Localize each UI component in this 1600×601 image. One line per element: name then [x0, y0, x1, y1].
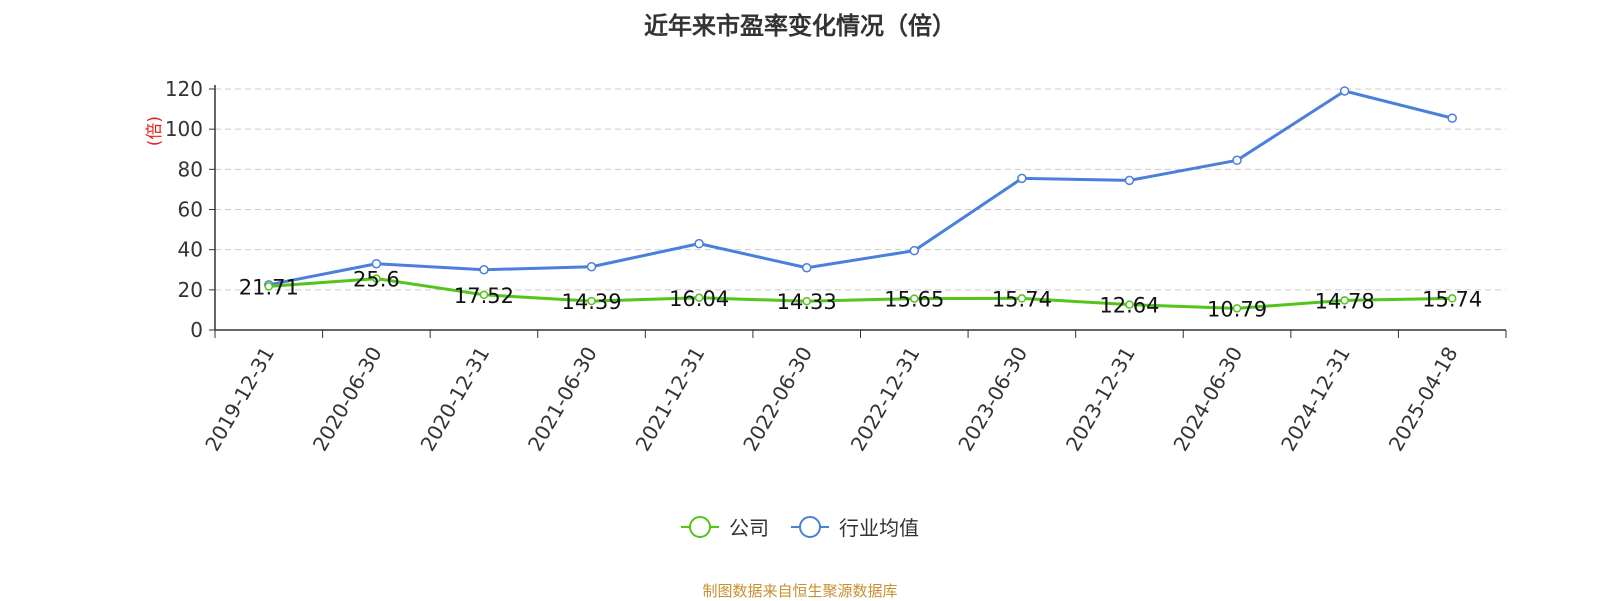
data-label: 15.65 — [884, 288, 944, 312]
x-tick-label: 2020-12-31 — [415, 343, 494, 456]
legend-item-industry-average[interactable]: 行业均值 — [791, 512, 919, 541]
data-point — [909, 245, 920, 256]
x-tick-label: 2024-06-30 — [1168, 343, 1247, 456]
data-point — [694, 293, 704, 303]
x-tick-label: 2021-12-31 — [631, 343, 710, 456]
data-point — [1232, 304, 1242, 313]
legend-marker-company — [681, 515, 719, 538]
series-lines — [264, 86, 1457, 313]
x-tick-label: 2023-06-30 — [953, 343, 1032, 456]
data-point — [1017, 173, 1027, 184]
x-tick-label: 2025-04-18 — [1384, 343, 1463, 456]
data-point — [802, 296, 811, 306]
data-point — [479, 290, 489, 300]
data-label: 15.74 — [1422, 287, 1482, 311]
y-tick-label: 120 — [165, 77, 203, 101]
legend-item-company[interactable]: 公司 — [681, 512, 769, 541]
data-point — [371, 258, 382, 269]
legend-label-company: 公司 — [729, 516, 769, 540]
x-tick-label: 2019-12-31 — [200, 343, 279, 456]
x-tick-label: 2021-06-30 — [523, 343, 602, 456]
data-label: 25.6 — [353, 268, 400, 292]
x-tick-label: 2023-12-31 — [1061, 343, 1140, 456]
data-point — [1447, 294, 1457, 303]
data-label: 16.04 — [669, 287, 729, 311]
data-point — [1017, 294, 1027, 303]
series-company — [264, 274, 1457, 313]
data-label: 17.52 — [454, 284, 514, 308]
data-point — [479, 265, 489, 275]
data-point — [910, 294, 919, 303]
data-labels: 21.71 25.6 17.52 14.39 16.04 14.33 15.65 15.74 1… — [239, 268, 1483, 322]
data-point — [801, 262, 812, 273]
series-line — [268, 89, 1453, 287]
grid-lines — [215, 88, 1506, 291]
y-tick-label: 0 — [190, 318, 203, 342]
data-point — [694, 238, 704, 249]
data-point — [372, 274, 381, 283]
x-tick-label: 2022-12-31 — [846, 343, 925, 456]
data-point — [1232, 155, 1242, 166]
legend-label-industry-average: 行业均值 — [839, 516, 919, 540]
data-label: 12.64 — [1099, 294, 1159, 318]
legend-marker-industry-average — [791, 515, 829, 538]
y-tick-label: 60 — [178, 198, 203, 222]
data-point — [586, 261, 597, 272]
y-tick-label: 80 — [178, 157, 203, 181]
y-tick-label: 100 — [165, 117, 203, 141]
data-label: 10.79 — [1207, 297, 1267, 321]
data-point — [1125, 300, 1134, 309]
series-line — [268, 277, 1453, 310]
y-tick-label: 20 — [178, 278, 203, 302]
chart-title: 近年来市盈率变化情况（倍） — [644, 12, 956, 40]
x-tick-label: 2022-06-30 — [738, 343, 817, 456]
data-label: 14.39 — [561, 290, 621, 314]
data-point — [1447, 113, 1457, 123]
legend: 公司 行业均值 — [0, 512, 1600, 541]
source-note: 制图数据来自恒生聚源数据库 — [702, 582, 898, 600]
data-point — [1340, 296, 1349, 305]
data-point — [1339, 86, 1350, 96]
series-industry-average — [264, 86, 1457, 290]
data-label: 21.71 — [239, 275, 299, 299]
y-tick-label: 40 — [178, 238, 203, 262]
data-label: 15.74 — [992, 287, 1052, 311]
data-point — [1124, 175, 1135, 186]
x-tick-label: 2024-12-31 — [1276, 343, 1355, 456]
data-point — [587, 296, 596, 306]
data-point — [264, 282, 274, 291]
x-tick-label: 2020-06-30 — [308, 343, 387, 456]
data-label: 14.33 — [777, 290, 837, 314]
y-axis-label: (倍) — [145, 116, 165, 146]
data-label: 14.78 — [1315, 289, 1375, 313]
